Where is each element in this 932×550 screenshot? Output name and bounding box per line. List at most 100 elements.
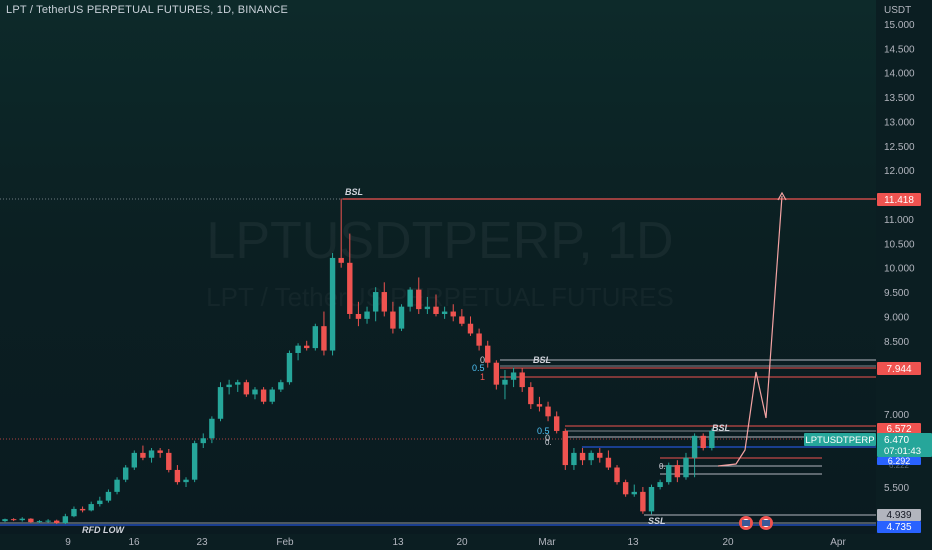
watermark-symbol: LPTUSDTPERP, 1D [206,212,673,270]
price-tick-label: 14.500 [884,44,915,55]
time-tick-label: 20 [722,537,734,548]
candle [329,253,336,356]
candle [183,477,189,487]
price-tick-label: 14.000 [884,69,915,80]
price-badge-6292: 6.292 [877,456,921,466]
candle [140,445,146,461]
price-tick-label: 10.000 [884,264,915,275]
candle [407,287,413,312]
candle [459,309,465,327]
time-tick-label: Mar [538,537,556,548]
current-symbol-badge: LPTUSDTPERP [804,433,876,446]
candle [683,452,689,480]
candle [252,387,258,400]
fib-label-0-d: 0. [659,462,666,471]
candle [709,428,715,451]
candle [691,433,698,478]
fib-label-1-a: 1 [480,372,485,382]
candle [597,448,603,463]
price-badge-6572: 6.572 [877,423,921,435]
candle [390,301,396,334]
candle [571,448,577,470]
candle [450,304,456,322]
fib-label-0-c: 0. [545,438,552,447]
price-tick-label: 12.500 [884,142,915,153]
candle [131,450,137,470]
candle [502,370,508,400]
watermark-name: LPT / TetherUS PERPETUAL FUTURES [206,282,674,312]
time-axis-panel[interactable] [0,534,932,550]
price-tick-label: 13.500 [884,93,915,104]
candle [312,323,319,351]
candle [510,367,517,388]
annotation-bsl-low: BSL [712,423,730,433]
candle [304,340,310,351]
candle [88,501,94,512]
price-tick-label: 11.000 [884,215,914,226]
us-flag-event-icon[interactable] [739,516,753,530]
fib-label-0-b: 0 [545,433,550,443]
candle [631,484,637,497]
candle [54,519,60,525]
svg-text:6.572: 6.572 [886,424,911,435]
candle [191,440,198,483]
candle [71,506,77,518]
candle [10,518,17,522]
candle [174,465,181,485]
candle [36,520,43,524]
candle [157,448,163,458]
price-tick-label: 9.000 [884,312,909,323]
candle [441,306,448,319]
time-tick-label: Apr [830,537,846,548]
price-tick-label: 5.500 [884,483,909,494]
candle [528,382,534,410]
candle [424,296,431,314]
candle [28,518,34,524]
price-badge-7944: 7.944 [877,362,921,375]
time-tick-label: 9 [65,537,71,548]
candle [243,379,250,397]
candle [209,416,215,444]
candle [536,396,543,412]
time-tick-label: 20 [456,537,468,548]
price-tick-label: 10.500 [884,239,915,250]
candle [226,379,232,395]
fib-label-0-a: 0 [480,355,485,365]
candle [62,513,69,525]
svg-text:4.735: 4.735 [886,522,911,533]
candle [79,506,86,513]
fib-label-05-a: 0.5 [472,363,485,373]
candle [467,316,474,336]
price-badge-4939: 4.939 [877,509,921,521]
chart-title: LPT / TetherUS PERPETUAL FUTURES, 1D, BI… [6,4,289,16]
time-tick-label: 16 [128,537,140,548]
candle [295,343,301,361]
candle [278,379,284,392]
candle [269,387,275,405]
svg-text:4.939: 4.939 [886,510,911,521]
annotation-ssl: SSL [648,516,666,526]
svg-text:6.292: 6.292 [888,456,911,466]
price-badge-11418: 11.418 [877,193,921,206]
time-axis-ticks: 9 16 23 Feb 13 20 Mar 13 20 Apr [65,537,846,548]
candle [493,360,500,390]
candle [433,294,439,317]
candle [364,306,370,324]
price-tick-label: 7.000 [884,410,909,421]
price-axis-unit: USDT [884,5,911,16]
candle [579,448,586,466]
candle [19,517,25,522]
candle [235,379,241,392]
candle [200,433,206,449]
candle [105,489,112,503]
candle [416,277,422,314]
price-tick-label: 8.500 [884,337,909,348]
annotation-rfd-low: RFD LOW [82,525,125,535]
price-tick-label: 15.000 [884,20,915,31]
svg-text:07:01:43: 07:01:43 [884,446,921,457]
candle [545,401,551,422]
candle [605,450,612,470]
svg-text:11.418: 11.418 [884,195,914,206]
us-flag-event-icon[interactable] [759,516,773,530]
